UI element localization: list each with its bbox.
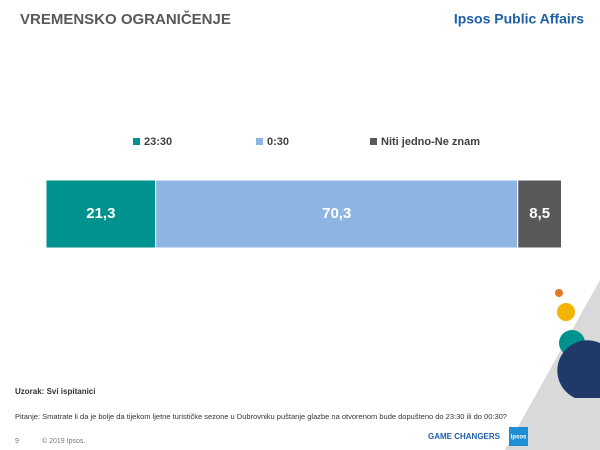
legend-swatch: [256, 138, 263, 145]
legend-swatch: [133, 138, 140, 145]
decor-half: [557, 340, 600, 398]
bar-segment: [517, 179, 563, 249]
decor-triangle: [505, 280, 600, 450]
legend-label: Niti jedno-Ne znam: [381, 136, 480, 148]
bar-segment: [155, 179, 519, 249]
value-label: 21,3: [86, 205, 115, 222]
legend-label: 0:30: [267, 136, 289, 148]
brand: Ipsos Public Affairs: [454, 11, 584, 27]
value-label: 70,3: [322, 205, 351, 222]
legend-label: 23:30: [144, 136, 172, 148]
page-number: 9: [15, 438, 19, 445]
logo-box: [509, 427, 528, 446]
chart-title: VREMENSKO OGRANIČENJE: [20, 10, 231, 28]
value-label: 8,5: [529, 205, 550, 222]
bar-segment: [45, 179, 157, 249]
chart: 21,3 23:30 70,3 0:30 8,5 Niti jedno-Ne znam: [45, 136, 563, 249]
sample-note: Uzorak: Svi ispitanici: [15, 387, 95, 396]
question-note: Pitanje: Smatrate li da je bolje da tije…: [15, 412, 507, 421]
tagline: GAME CHANGERS: [428, 432, 501, 441]
logo: Ipsos: [511, 435, 527, 441]
decor-dot: [555, 289, 563, 297]
copyright: © 2019 Ipsos.: [42, 437, 85, 445]
legend-swatch: [370, 138, 377, 145]
decor-dot: [557, 303, 575, 321]
